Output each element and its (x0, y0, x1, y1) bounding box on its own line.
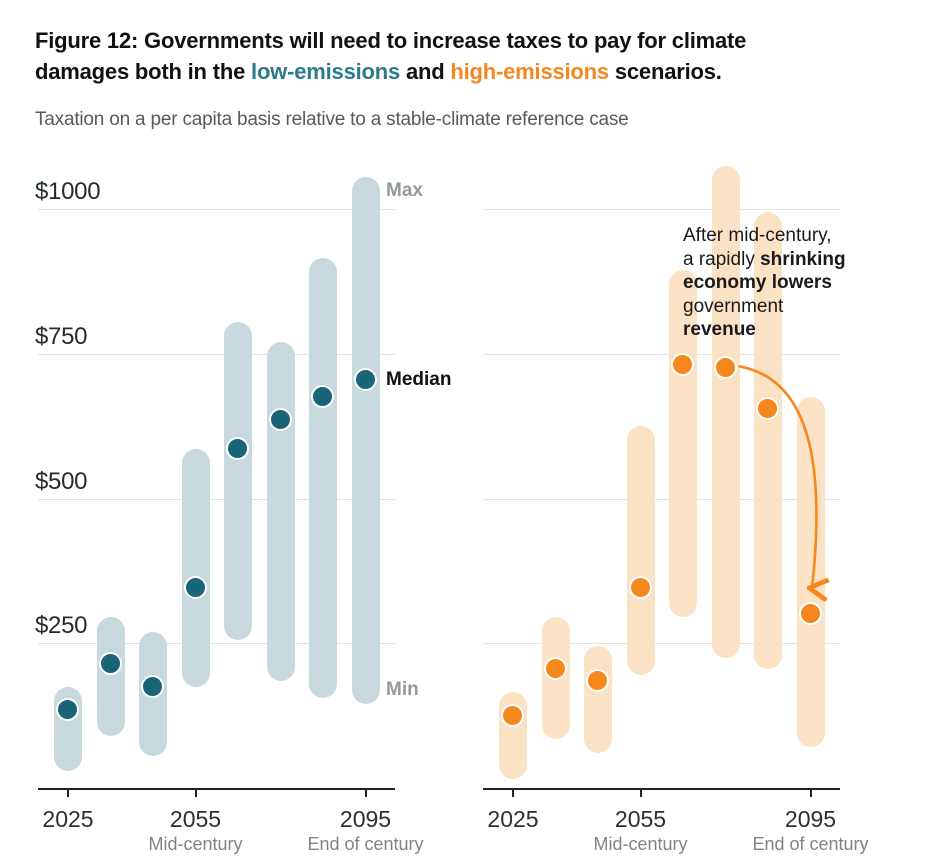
x-axis-tick-2095 (364, 790, 367, 797)
median-dot-2045 (141, 674, 164, 698)
title-text: Governments will need to increase taxes … (138, 27, 747, 53)
title-text: damages both in the (35, 58, 252, 84)
x-axis-line (38, 788, 395, 790)
median-dot-2035 (98, 651, 122, 675)
annotation-segment: shrinking (760, 248, 846, 270)
gridline-250 (38, 643, 395, 645)
title-text: scenarios. (608, 58, 722, 84)
gridline-1000 (483, 209, 840, 210)
median-dot-2055 (628, 576, 652, 600)
range-bar-2095 (796, 397, 825, 748)
annotation-line: economy lowers (683, 271, 927, 295)
y-axis-label: $250 (35, 612, 88, 640)
figure-title: Figure 12: Governments will need to incr… (35, 25, 915, 87)
y-axis-label: $750 (35, 322, 88, 350)
range-bar-2075 (266, 342, 295, 681)
min-range-label: Min (386, 679, 419, 701)
median-range-label: Median (386, 368, 452, 390)
range-bar-2065 (224, 321, 252, 641)
median-dot-2075 (713, 356, 737, 380)
x-sub-label-2095: End of century (307, 834, 424, 854)
annotation-text: After mid-century, a rapidly shrinking eco… (683, 224, 927, 342)
range-bar-2055 (626, 426, 655, 676)
annotation-segment: revenue (683, 319, 756, 340)
annotation-line: a rapidly shrinking (683, 248, 927, 272)
median-dot-2075 (268, 408, 292, 432)
annotation-line: revenue (683, 318, 927, 342)
range-bar-2035 (96, 617, 125, 736)
median-dot-2025 (501, 703, 524, 727)
range-bar-2095 (351, 177, 380, 705)
x-tick-label-2025: 2025 (42, 806, 94, 832)
x-tick-label-2055: 2055 (169, 806, 222, 832)
max-range-label: Max (386, 180, 423, 202)
median-dot-2065 (226, 437, 249, 461)
x-axis-tick-2025 (67, 790, 69, 797)
x-tick-label-2095: 2095 (339, 806, 392, 832)
teal-scenario-keyword: low-emissions (251, 58, 401, 84)
x-axis-tick-2025 (512, 790, 514, 797)
median-dot-2085 (311, 385, 334, 409)
x-tick-label-2055: 2055 (614, 806, 667, 832)
gridline-1000 (38, 209, 395, 210)
range-bar-2065 (669, 269, 697, 618)
gridline-750 (483, 353, 840, 355)
annotation-segment: a rapidly (683, 248, 761, 270)
gridline-500 (38, 498, 395, 500)
median-dot-2055 (183, 576, 207, 600)
annotation-segment: government (683, 295, 784, 317)
median-dot-2065 (671, 353, 694, 377)
title-text: Figure 12: (35, 27, 139, 53)
x-axis-tick-2055 (639, 790, 642, 797)
x-sub-label-2055: Mid-century (148, 834, 243, 854)
range-bar-2045 (584, 646, 612, 754)
gridline-500 (483, 498, 840, 500)
y-axis-label: $1000 (35, 178, 101, 205)
x-tick-label-2025: 2025 (487, 806, 539, 832)
range-bar-2075 (711, 165, 740, 658)
range-bar-2085 (309, 258, 337, 699)
x-sub-label-2055: Mid-century (593, 834, 688, 854)
median-dot-2095 (353, 367, 377, 391)
chart-low-emissions: $250 $500 $750 $1000 Max Median Min 2025 2055 Mid… (35, 160, 451, 854)
annotation-segment: economy lowers (683, 272, 832, 293)
median-dot-2095 (798, 602, 822, 626)
y-axis-label: $500 (35, 467, 88, 495)
x-axis-tick-2095 (809, 790, 812, 797)
x-tick-label-2095: 2095 (784, 806, 837, 832)
annotation-line: After mid-century, (683, 224, 927, 248)
median-dot-2085 (756, 396, 779, 420)
annotation-line: government (683, 295, 927, 319)
figure-title-line: Figure 12: Governments will need to incr… (35, 25, 915, 56)
x-axis-line (483, 788, 840, 790)
median-dot-2035 (543, 657, 567, 681)
x-axis-tick-2055 (194, 790, 197, 797)
gridline-250 (483, 643, 840, 645)
chart-high-emissions: After mid-century, a rapidly shrinking eco… (483, 160, 869, 854)
median-dot-2045 (586, 668, 609, 692)
title-text: and (400, 58, 451, 84)
range-bar-2055 (181, 449, 210, 687)
figure-subtitle: Taxation on a per capita basis relative … (35, 109, 629, 130)
x-sub-label-2095: End of century (752, 834, 869, 854)
annotation-segment: After mid-century, (683, 225, 832, 246)
gridline-750 (38, 353, 395, 355)
orange-scenario-keyword: high-emissions (450, 58, 609, 84)
median-dot-2025 (56, 697, 79, 721)
figure-title-line: damages both in the low-emissions and hi… (35, 56, 915, 87)
